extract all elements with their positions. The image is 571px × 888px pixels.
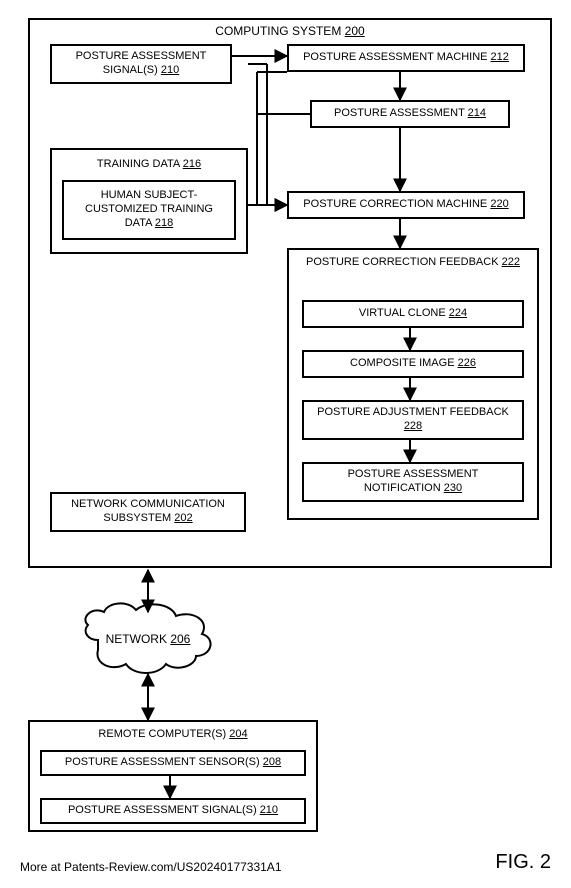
box-virtual-clone: VIRTUAL CLONE 224: [302, 300, 524, 328]
box-202-label: NETWORK COMMUNICATION SUBSYSTEM: [71, 498, 225, 524]
box-216-num: 216: [183, 158, 201, 170]
title-label: COMPUTING SYSTEM: [215, 24, 341, 38]
box-214-num: 214: [468, 107, 486, 119]
box-212-num: 212: [491, 51, 509, 63]
title-num: 200: [345, 24, 365, 38]
box-210a-label: POSTURE ASSESSMENT SIGNAL(S): [76, 50, 207, 76]
box-222-num: 222: [502, 256, 520, 268]
box-210a-num: 210: [161, 64, 179, 76]
box-212-label: POSTURE ASSESSMENT MACHINE: [303, 51, 487, 63]
box-228-num: 228: [404, 420, 422, 432]
box-posture-assessment-signal-remote: POSTURE ASSESSMENT SIGNAL(S) 210: [40, 798, 306, 824]
box-202-num: 202: [174, 512, 192, 524]
box-220-num: 220: [490, 198, 508, 210]
box-220-label: POSTURE CORRECTION MACHINE: [303, 198, 487, 210]
box-human-subject-data: HUMAN SUBJECT-CUSTOMIZED TRAINING DATA 2…: [62, 180, 236, 240]
box-204-num: 204: [229, 728, 247, 740]
box-228-label: POSTURE ADJUSTMENT FEEDBACK: [317, 406, 509, 418]
box-posture-assessment: POSTURE ASSESSMENT 214: [310, 100, 510, 128]
box-210b-label: POSTURE ASSESSMENT SIGNAL(S): [68, 804, 257, 816]
box-posture-assessment-notification: POSTURE ASSESSMENT NOTIFICATION 230: [302, 462, 524, 502]
box-posture-assessment-machine: POSTURE ASSESSMENT MACHINE 212: [287, 44, 525, 72]
footer: More at Patents-Review.com/US20240177331…: [20, 851, 551, 874]
box-224-num: 224: [449, 307, 467, 319]
cloud-text: NETWORK: [106, 632, 167, 646]
box-218-num: 218: [155, 217, 173, 229]
box-210b-num: 210: [260, 804, 278, 816]
box-204-label: REMOTE COMPUTER(S): [98, 728, 226, 740]
box-posture-correction-machine: POSTURE CORRECTION MACHINE 220: [287, 191, 525, 219]
box-222-label: POSTURE CORRECTION FEEDBACK: [306, 256, 499, 268]
box-224-label: VIRTUAL CLONE: [359, 307, 446, 319]
box-214-label: POSTURE ASSESSMENT: [334, 107, 465, 119]
cloud-label: NETWORK 206: [98, 632, 198, 646]
box-208-num: 208: [263, 756, 281, 768]
cloud-num: 206: [170, 632, 190, 646]
box-218-label: HUMAN SUBJECT-CUSTOMIZED TRAINING DATA: [85, 189, 213, 229]
box-posture-adjustment-feedback: POSTURE ADJUSTMENT FEEDBACK 228: [302, 400, 524, 440]
box-230-num: 230: [444, 482, 462, 494]
box-posture-assessment-sensor: POSTURE ASSESSMENT SENSOR(S) 208: [40, 750, 306, 776]
box-network-subsystem: NETWORK COMMUNICATION SUBSYSTEM 202: [50, 492, 246, 532]
box-216-label: TRAINING DATA: [97, 158, 180, 170]
computing-system-title: COMPUTING SYSTEM 200: [215, 24, 364, 38]
box-composite-image: COMPOSITE IMAGE 226: [302, 350, 524, 378]
figure-label: FIG. 2: [495, 851, 551, 874]
box-226-num: 226: [458, 357, 476, 369]
box-posture-assessment-signal: POSTURE ASSESSMENT SIGNAL(S) 210: [50, 44, 232, 84]
box-226-label: COMPOSITE IMAGE: [350, 357, 455, 369]
footer-left: More at Patents-Review.com/US20240177331…: [20, 860, 282, 874]
box-208-label: POSTURE ASSESSMENT SENSOR(S): [65, 756, 260, 768]
